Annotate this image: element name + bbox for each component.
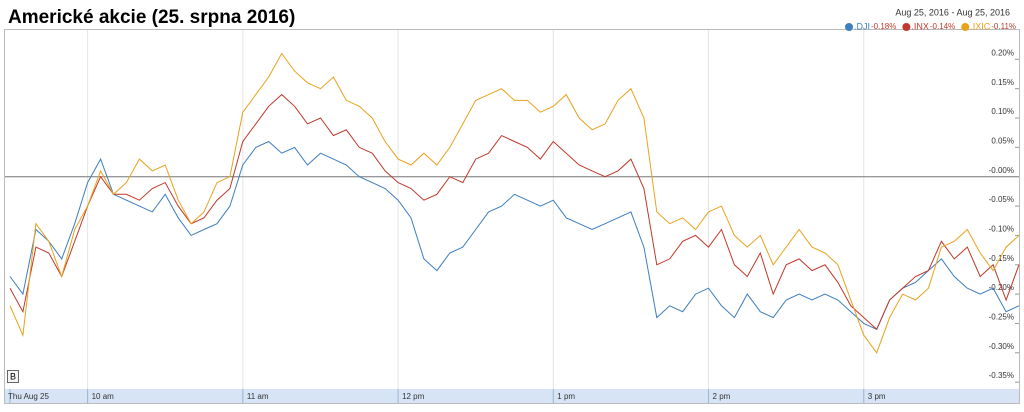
legend-marker [902,23,911,31]
x-axis-bar [5,389,1019,403]
y-tick-label: 0.15% [991,78,1014,87]
x-tick-label: 11 am [247,392,269,401]
x-tick-label: 2 pm [713,392,731,401]
y-tick-label: 0.05% [991,136,1014,145]
series-line [9,52,1020,354]
legend-change: -0.14% [930,22,955,31]
plot-frame [4,29,1020,404]
y-tick-label: -0.10% [989,225,1014,234]
y-tick-label: -0.05% [989,195,1014,204]
legend: .DJI -0.18% .INX -0.14% .IXIC -0.11% [845,21,1016,31]
x-tick-label: 10 am [92,392,115,401]
x-tick-label: Thu Aug 25 [8,392,49,401]
date-range: Aug 25, 2016 - Aug 25, 2016 [895,7,1010,17]
button[interactable]: B [7,370,19,383]
y-tick-label: -0.25% [989,313,1014,322]
y-tick-label: -0.00% [989,166,1014,175]
legend-change: -0.18% [871,22,896,31]
legend-marker [961,23,970,31]
y-tick-label: 0.20% [991,48,1014,57]
legend-change: -0.11% [991,22,1016,31]
legend-name: .IXIC [970,21,991,31]
y-tick-label: -0.15% [989,254,1014,263]
legend-name: .INX [911,21,929,31]
x-tick-label: 1 pm [557,392,575,401]
series-line [9,93,1020,331]
x-tick-label: 3 pm [868,392,886,401]
y-tick-label: -0.30% [989,342,1014,351]
chart-title: Americké akcie (25. srpna 2016) [8,7,295,28]
legend-marker [845,23,853,31]
x-tick-label: 12 pm [402,392,425,401]
legend-name: .DJI [854,21,870,31]
y-tick-label: 0.10% [991,107,1014,116]
series-line [9,140,1020,330]
button-label[interactable]: B [10,371,16,381]
y-tick-label: -0.35% [989,371,1014,380]
button-box[interactable] [7,370,19,383]
